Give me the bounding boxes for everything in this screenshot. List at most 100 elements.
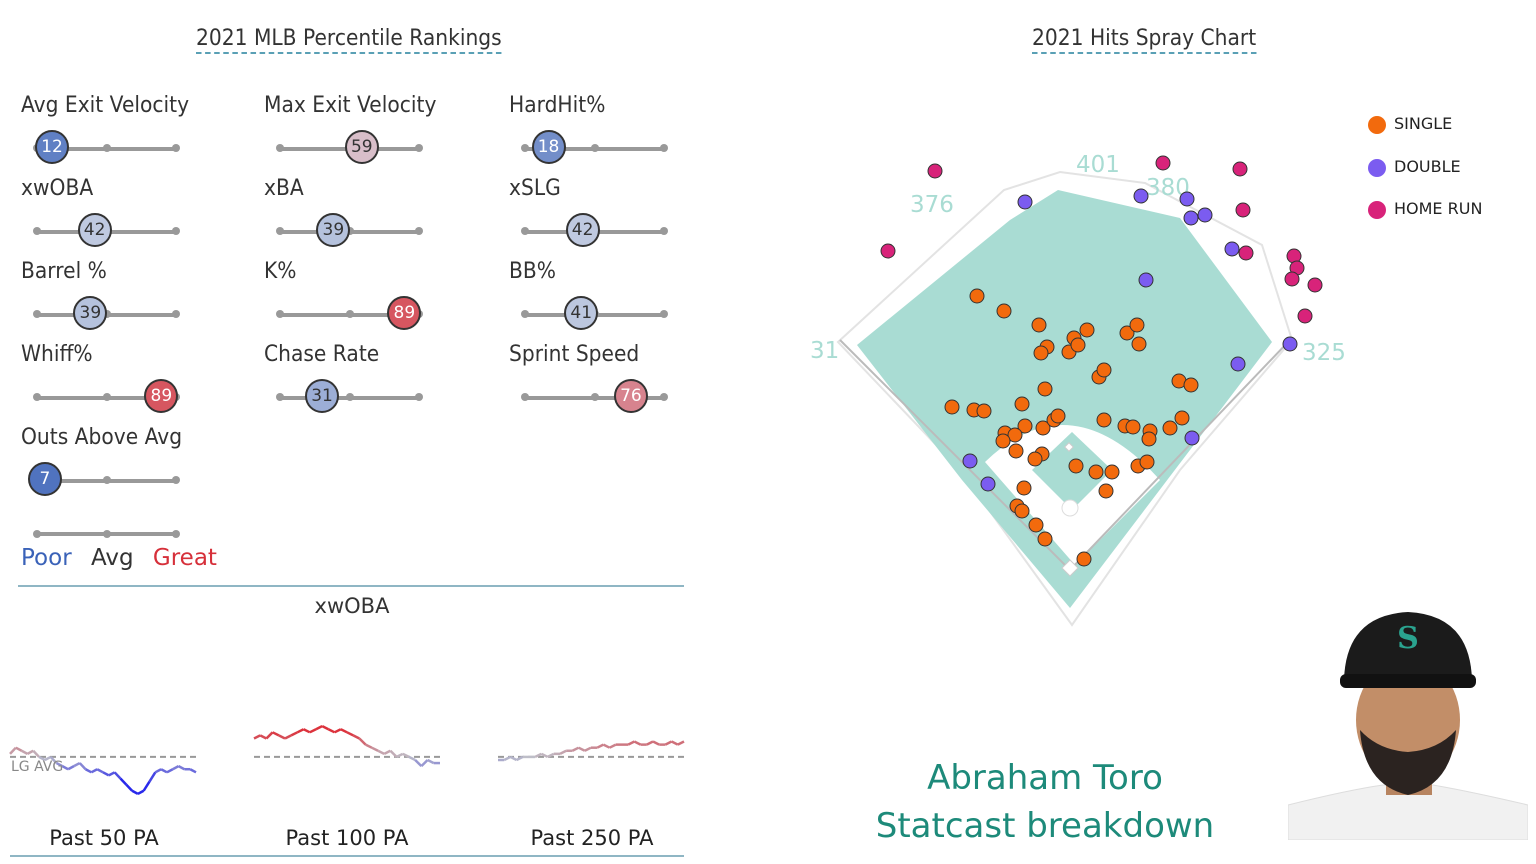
metric-label: xBA <box>264 176 304 201</box>
metric-percentile-ball: 76 <box>613 379 648 413</box>
metric-tick <box>660 144 668 152</box>
metric-percentile-ball: 41 <box>564 296 599 330</box>
xwoba-segment <box>414 759 423 768</box>
metric-tick <box>103 393 111 401</box>
hit-point-single <box>1031 317 1047 333</box>
xwoba-segment <box>172 765 180 771</box>
scale-tick-left <box>33 530 41 538</box>
hit-point-single <box>1129 317 1145 333</box>
hit-point-single <box>1017 418 1033 434</box>
xwoba-sparklines: LG AVG <box>9 725 685 795</box>
xwoba-segment <box>377 749 385 755</box>
xwoba-segment <box>61 765 69 771</box>
xwoba-segment <box>278 734 286 740</box>
metric-percentile-ball: 12 <box>35 130 70 164</box>
pitchers-mound <box>1061 499 1079 517</box>
hit-point-home-run <box>1155 155 1171 171</box>
xwoba-segment <box>253 734 261 740</box>
xwoba-segment <box>671 740 679 746</box>
xwoba-segment <box>303 728 311 734</box>
xwoba-segment <box>346 731 354 737</box>
metric-label: Avg Exit Velocity <box>21 93 190 118</box>
metric-label: xSLG <box>509 176 561 201</box>
hit-point-double <box>1183 210 1199 226</box>
xwoba-segment <box>108 771 116 777</box>
xwoba-segment <box>609 743 617 749</box>
legend-homerun: HOME RUN <box>1368 199 1482 219</box>
foul-line-right <box>1069 339 1291 571</box>
hit-point-double <box>962 453 978 469</box>
player-cap-brim <box>1340 674 1476 688</box>
hit-point-single <box>1079 322 1095 338</box>
hit-point-single <box>1014 396 1030 412</box>
xwoba-segment <box>290 731 298 737</box>
hit-point-double <box>1133 188 1149 204</box>
xwoba-segment <box>102 771 110 777</box>
xwoba-segment <box>15 746 23 752</box>
metric-tick <box>415 144 423 152</box>
legend-single-swatch <box>1368 115 1386 134</box>
foul-line-left <box>839 339 1071 571</box>
xwoba-segment <box>67 765 75 771</box>
metric-tick <box>521 393 529 401</box>
metric-label: Outs Above Avg <box>21 425 183 450</box>
metric-k: K% 89 <box>264 259 444 331</box>
hit-point-single <box>976 403 992 419</box>
metric-percentile-ball: 39 <box>316 213 351 247</box>
metric-tick <box>346 227 354 235</box>
hit-point-double <box>1282 336 1298 352</box>
metric-tick <box>103 476 111 484</box>
hit-point-home-run <box>1297 308 1313 324</box>
hit-point-double <box>1224 241 1240 257</box>
metric-whiff: Whiff% 89 <box>21 342 201 414</box>
metric-percentile-ball: 31 <box>305 379 340 413</box>
metric-tick <box>172 310 180 318</box>
hit-point-single <box>1027 451 1043 467</box>
metric-percentile-ball: 39 <box>73 296 108 330</box>
player-subtitle: Statcast breakdown <box>875 806 1215 846</box>
xwoba-segment <box>327 728 336 734</box>
scale-tick-mid <box>103 530 111 538</box>
hit-point-home-run <box>1284 271 1300 287</box>
fence-label-325: 325 <box>1302 340 1346 366</box>
hit-point-single <box>1016 480 1032 496</box>
xwoba-segment <box>296 728 305 734</box>
hit-point-single <box>995 433 1011 449</box>
metric-label: Chase Rate <box>264 342 380 367</box>
metric-tick <box>415 227 423 235</box>
xwoba-segment <box>90 768 98 774</box>
xwoba-segment <box>142 780 151 792</box>
hit-point-single <box>1183 377 1199 393</box>
metric-tick <box>172 227 180 235</box>
divider-bottom <box>10 855 684 857</box>
hit-point-double <box>1197 207 1213 223</box>
metric-label: Barrel % <box>21 259 107 284</box>
xwoba-segment <box>652 740 660 746</box>
metric-label: BB% <box>509 259 557 284</box>
xwoba-segment <box>160 768 168 774</box>
percentile-title: 2021 MLB Percentile Rankings <box>196 26 502 54</box>
hit-point-home-run <box>1232 161 1248 177</box>
xwoba-segment <box>321 725 329 731</box>
metric-tick <box>660 227 668 235</box>
metric-hardhit: HardHit% 18 <box>509 93 689 165</box>
hit-point-single <box>1125 419 1141 435</box>
scale-poor-label: Poor <box>21 545 72 571</box>
xwoba-segment <box>371 746 379 752</box>
metric-percentile-ball: 18 <box>531 130 566 164</box>
hit-point-single <box>1050 408 1066 424</box>
xwoba-segment <box>84 768 92 774</box>
spray-points <box>880 155 1323 567</box>
hit-point-single <box>1033 345 1049 361</box>
home-plate <box>1061 559 1079 577</box>
metric-tick <box>660 393 668 401</box>
metric-bb: BB% 41 <box>509 259 689 331</box>
xwoba-segment <box>189 768 197 774</box>
xwoba-segment <box>534 752 542 759</box>
xwoba-segment <box>113 771 122 780</box>
xwoba-segment <box>358 737 367 746</box>
xwoba-segment <box>73 761 81 768</box>
xwoba-segment <box>309 728 317 734</box>
outfield-grass <box>857 190 1272 608</box>
metric-tick <box>172 476 180 484</box>
